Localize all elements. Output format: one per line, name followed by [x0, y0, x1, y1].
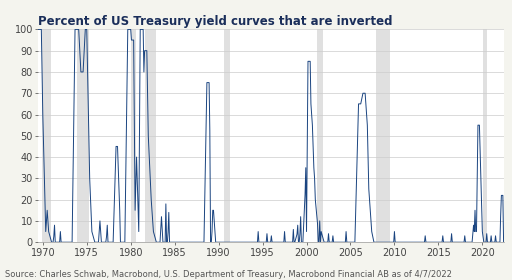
- Bar: [145, 29, 156, 242]
- Bar: [376, 29, 390, 242]
- Bar: [483, 29, 487, 242]
- Text: Source: Charles Schwab, Macrobond, U.S. Department of Treasury, Macrobond Financ: Source: Charles Schwab, Macrobond, U.S. …: [5, 270, 452, 279]
- Bar: [77, 29, 89, 242]
- Bar: [131, 29, 136, 242]
- Bar: [42, 29, 51, 242]
- Text: Percent of US Treasury yield curves that are inverted: Percent of US Treasury yield curves that…: [38, 15, 393, 28]
- Bar: [317, 29, 323, 242]
- Bar: [224, 29, 230, 242]
